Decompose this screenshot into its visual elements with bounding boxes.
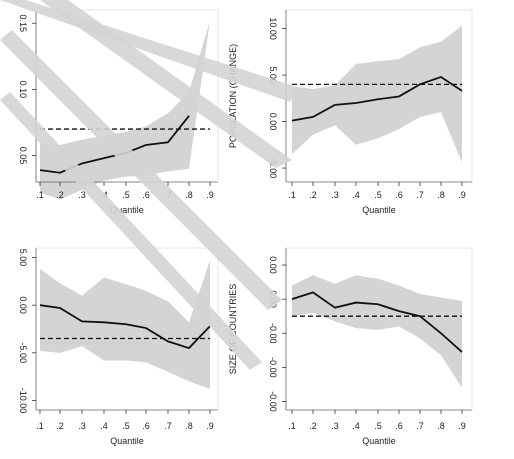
diagonal-streak — [40, 0, 292, 168]
x-tick-label: .9 — [206, 421, 214, 431]
y-axis-title: SIZE OF COUNTRIES — [228, 284, 238, 375]
x-tick-label: .6 — [395, 421, 403, 431]
x-axis-title: Quantile — [110, 205, 144, 215]
x-tick-label: .5 — [122, 421, 130, 431]
x-axis-title: Quantile — [110, 436, 144, 446]
x-tick-label: .6 — [142, 190, 150, 200]
x-tick-label: .3 — [78, 421, 86, 431]
x-tick-label: .6 — [142, 421, 150, 431]
y-tick-label: -10.00 — [18, 388, 28, 414]
diagonal-streak — [0, 0, 300, 102]
chart-panel-top-right: .1 .2 .3 .4 .5 .6 .7 .8 .9 Quantile -5.00 0.00 5.00 1… — [228, 9, 473, 215]
x-tick-label: .8 — [185, 421, 193, 431]
x-tick-label: .9 — [206, 190, 214, 200]
x-tick-label: .4 — [100, 421, 108, 431]
confidence-band — [292, 25, 462, 163]
x-tick-label: .3 — [331, 190, 339, 200]
x-tick-label: .9 — [458, 421, 466, 431]
y-tick-label: 0.00 — [268, 256, 278, 274]
confidence-band — [292, 275, 462, 388]
y-tick-label: 0.00 — [268, 113, 278, 131]
estimate-line — [39, 304, 211, 350]
x-tick-label: .4 — [352, 421, 360, 431]
y-tick-label: 10.00 — [268, 17, 278, 40]
estimate-line — [291, 75, 463, 122]
y-tick-label: -0.00 — [268, 391, 278, 412]
x-tick-label: .1 — [36, 421, 44, 431]
y-axis-title: POPULATION (CHANGE) — [228, 44, 238, 148]
x-tick-label: .8 — [437, 421, 445, 431]
x-tick-label: .2 — [56, 421, 64, 431]
x-tick-label: .4 — [352, 190, 360, 200]
x-tick-label: .5 — [122, 190, 130, 200]
x-tick-label: .8 — [437, 190, 445, 200]
y-tick-label: 0.05 — [18, 147, 28, 165]
x-tick-label: .7 — [416, 421, 424, 431]
y-tick-label: 0.00 — [18, 296, 28, 314]
x-tick-label: .5 — [374, 190, 382, 200]
x-tick-label: .9 — [458, 190, 466, 200]
x-tick-label: .1 — [288, 190, 296, 200]
x-tick-label: .6 — [395, 190, 403, 200]
y-tick-label: -5.00 — [268, 158, 278, 179]
x-tick-label: .7 — [416, 190, 424, 200]
y-tick-label: -5.00 — [18, 343, 28, 364]
diagonal-streak — [0, 92, 262, 370]
x-tick-label: .3 — [78, 190, 86, 200]
x-tick-label: .8 — [185, 190, 193, 200]
x-axis-title: Quantile — [362, 205, 396, 215]
x-tick-label: .2 — [309, 421, 317, 431]
y-tick-label: 0.15 — [18, 14, 28, 32]
chart-panel-bottom-right: .1 .2 .3 .4 .5 .6 .7 .8 .9 Quantile -0.00 -0.00 -0.0… — [228, 247, 473, 446]
diagonal-streak — [0, 30, 282, 310]
x-tick-label: .1 — [288, 421, 296, 431]
x-tick-label: .1 — [36, 190, 44, 200]
y-tick-label: -0.00 — [268, 357, 278, 378]
x-tick-label: .3 — [331, 421, 339, 431]
chart-panel-bottom-left: .1 .2 .3 .4 .5 .6 .7 .8 .9 Quantile -10.00 -5.00 0.0… — [18, 247, 219, 446]
x-tick-label: .7 — [164, 421, 172, 431]
x-axis-title: Quantile — [362, 436, 396, 446]
estimate-line — [291, 291, 463, 353]
y-tick-label: 5.00 — [268, 66, 278, 84]
confidence-band — [40, 20, 210, 200]
x-tick-label: .2 — [309, 190, 317, 200]
y-tick-label: 0.10 — [18, 81, 28, 99]
y-tick-label: -0.00 — [268, 323, 278, 344]
y-tick-label: 5.00 — [18, 249, 28, 267]
x-tick-label: .2 — [56, 190, 64, 200]
x-tick-label: .5 — [374, 421, 382, 431]
plot-frame — [35, 9, 219, 183]
plot-frame — [285, 247, 473, 411]
